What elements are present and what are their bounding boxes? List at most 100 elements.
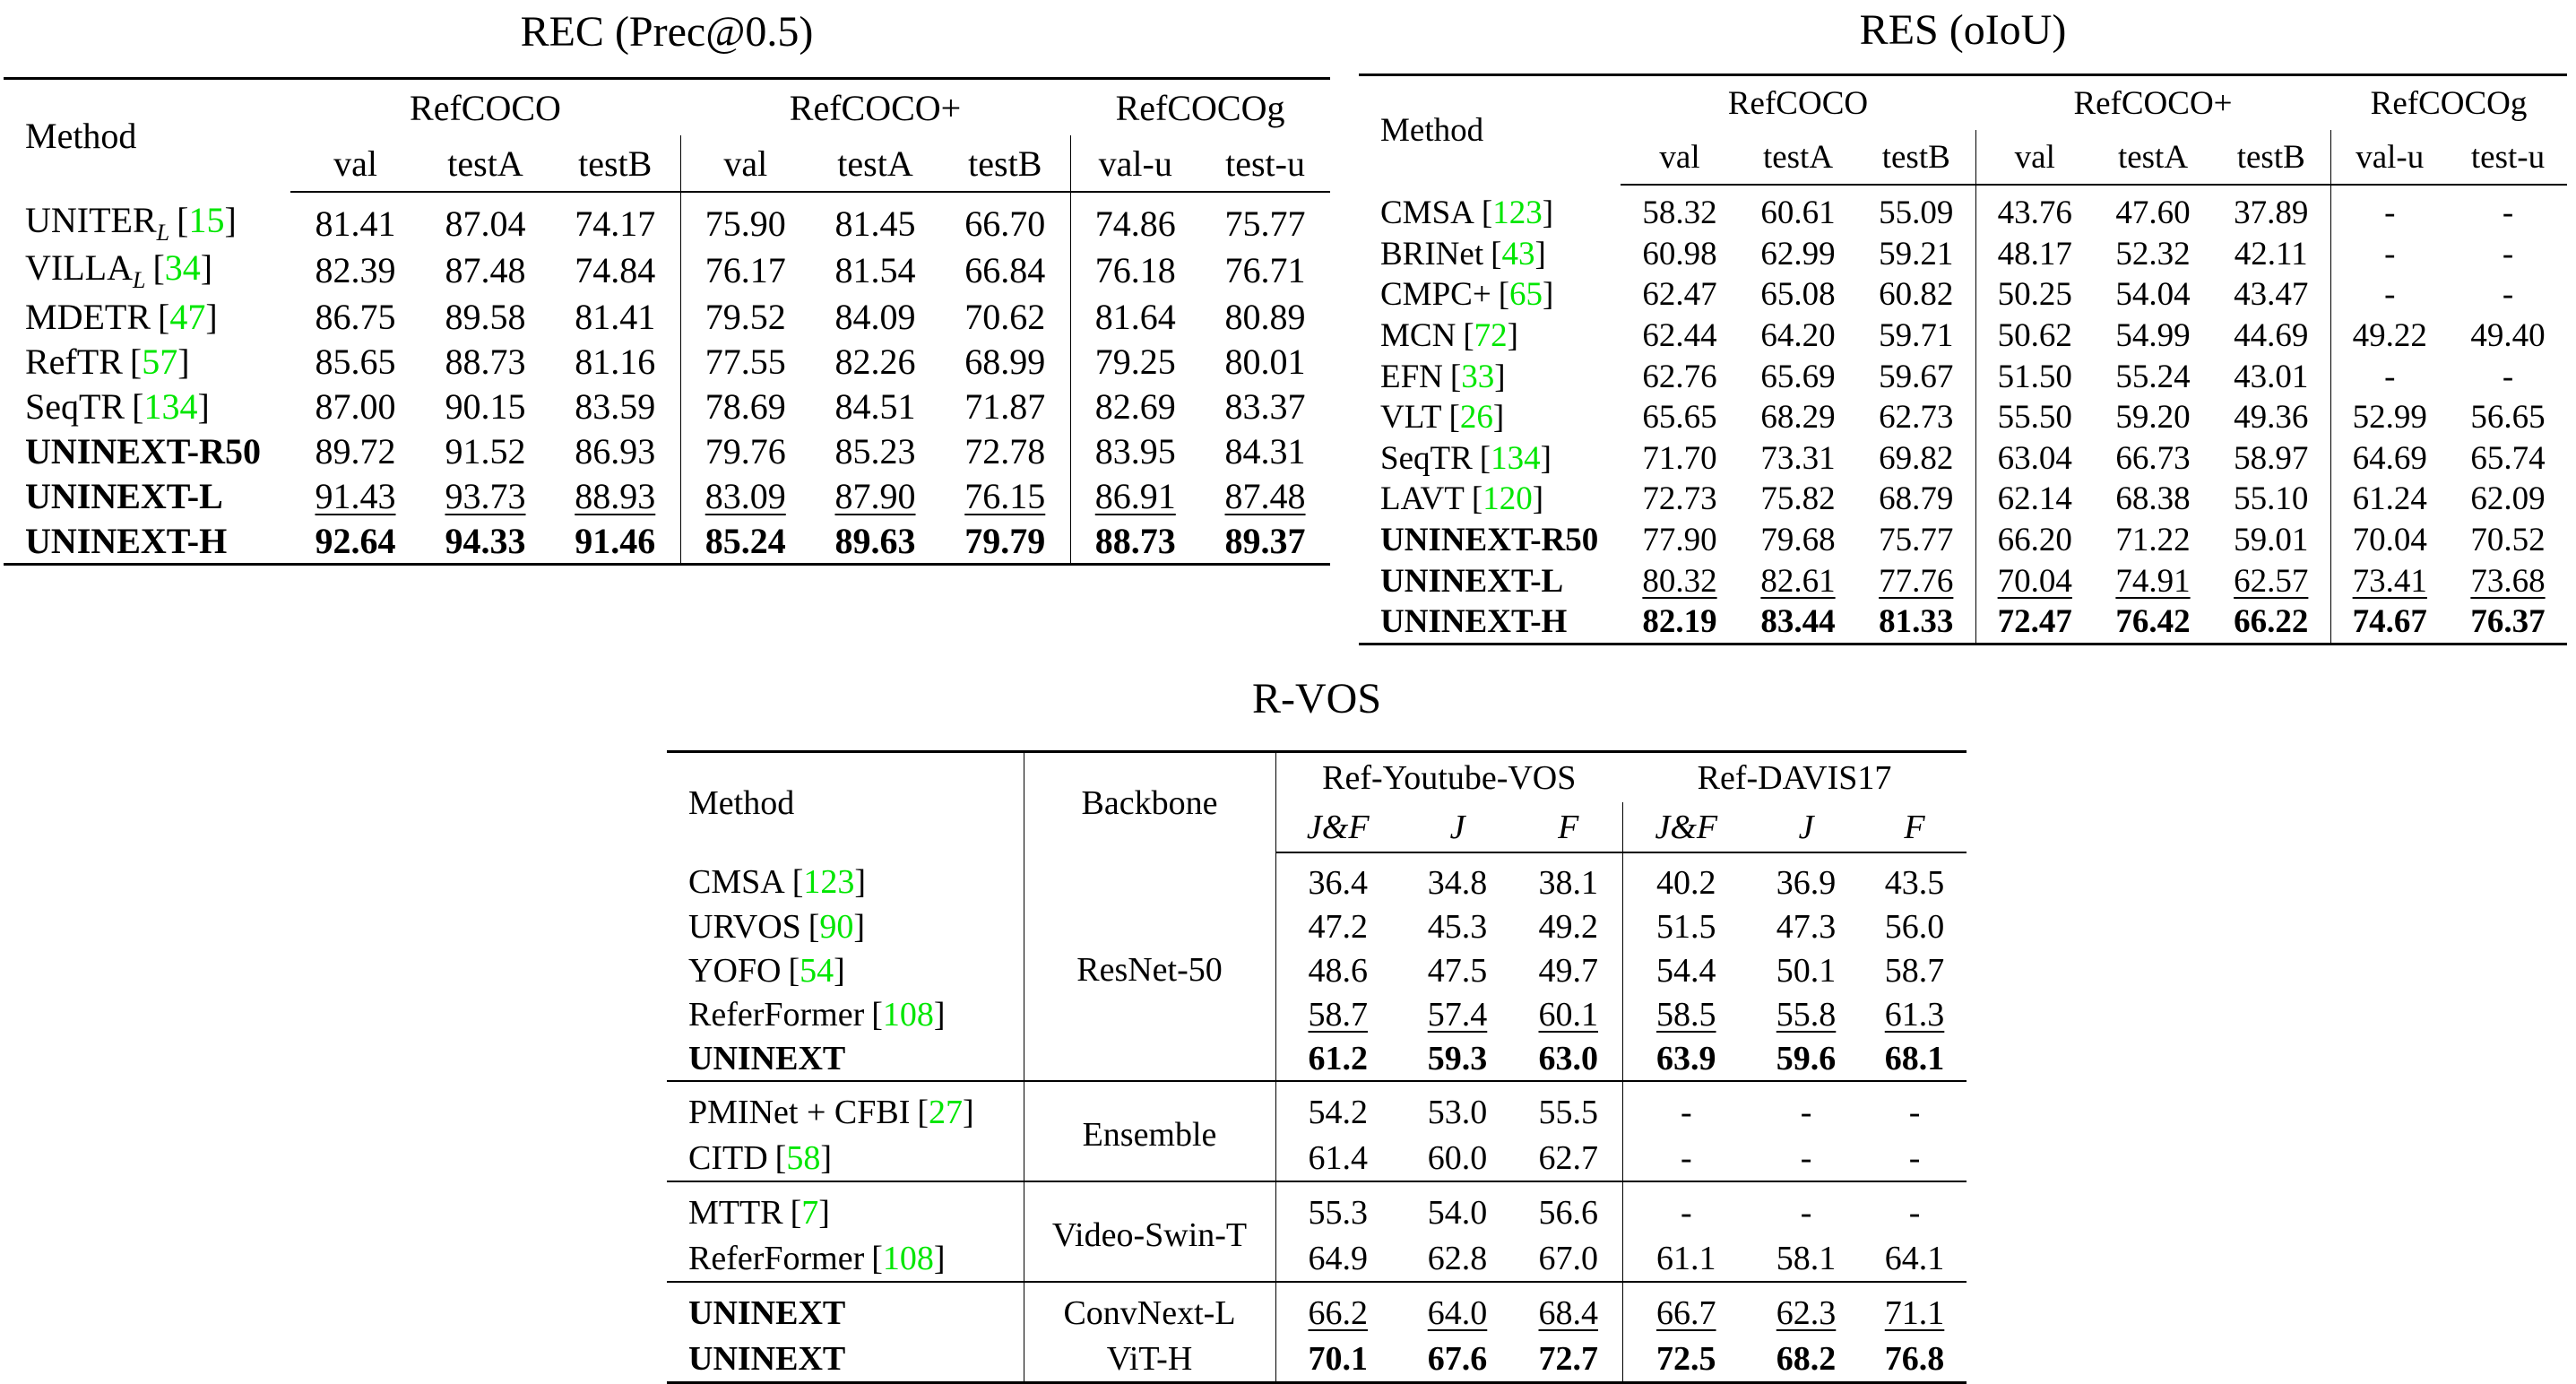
value: 74.17 [575, 203, 656, 244]
value: 72.73 [1642, 480, 1717, 518]
value-cell: 62.09 [2449, 479, 2567, 520]
value: 48.17 [1997, 235, 2072, 272]
method-cell: UNINEXT-L [1359, 560, 1621, 601]
value-cell: 45.3 [1400, 904, 1515, 948]
value-cell: 42.11 [2212, 234, 2330, 275]
value-cell: 76.42 [2094, 601, 2212, 644]
value: 52.99 [2352, 399, 2427, 437]
value: 68.99 [964, 341, 1046, 382]
metric-header: F [1863, 802, 1967, 853]
value: 92.64 [315, 520, 396, 561]
value-cell: 49.7 [1515, 948, 1622, 992]
value: 83.95 [1094, 430, 1176, 471]
value-cell: 79.25 [1069, 339, 1201, 385]
value: - [1680, 1093, 1692, 1131]
value: 76.37 [2470, 603, 2546, 641]
value: 90.15 [445, 385, 526, 427]
value: 58.32 [1642, 195, 1717, 232]
value: 70.52 [2470, 522, 2546, 559]
value-cell: 49.2 [1515, 904, 1622, 948]
value: 37.89 [2234, 195, 2309, 232]
value: 54.4 [1656, 951, 1716, 990]
value: - [2384, 276, 2396, 314]
value-cell: 74.17 [550, 192, 680, 247]
value-cell: 82.39 [290, 247, 420, 294]
value-cell: - [1863, 1080, 1967, 1135]
table-row: UNITERL 15 81.41 87.04 74.17 75.90 81.45 66.70 7… [4, 192, 1330, 247]
value: 72.47 [1997, 603, 2072, 641]
value: 50.25 [1997, 276, 2072, 314]
value: - [1908, 1093, 1921, 1131]
method-cell: CMSA 123 [667, 852, 1024, 904]
method-header: Method [1380, 112, 1484, 149]
value: 84.31 [1224, 430, 1306, 471]
value: 83.09 [705, 475, 786, 516]
citation: 120 [1472, 480, 1543, 517]
dataset-group-header: RefCOCOg [2370, 84, 2528, 122]
value-cell: 82.26 [810, 339, 940, 384]
value-cell: 38.1 [1515, 852, 1622, 904]
value: 84.09 [834, 296, 916, 337]
value: 40.2 [1656, 863, 1716, 902]
table-row: CMSA 123 ResNet-50 36.4 34.8 38.1 40.2 36.9 43.5 [667, 852, 1967, 1081]
value-cell: 74.67 [2330, 601, 2449, 644]
citation: 108 [871, 1240, 945, 1277]
value: 36.4 [1308, 863, 1369, 902]
header-row-groups: Method RefCOCO RefCOCO+ RefCOCOg [1359, 75, 2567, 150]
value: 72.5 [1656, 1339, 1716, 1378]
value-cell: 55.8 [1750, 992, 1863, 1036]
dataset-group-header: RefCOCO+ [2073, 84, 2233, 122]
value-cell: 70.62 [940, 294, 1070, 339]
value: 64.69 [2352, 439, 2427, 477]
method-name: EFN [1380, 358, 1443, 395]
value-cell: 59.21 [1857, 234, 1975, 275]
value: 67.0 [1538, 1239, 1599, 1277]
value-cell: 70.04 [1975, 560, 2094, 601]
value-cell: 43.01 [2212, 356, 2330, 397]
value-cell: - [2330, 356, 2449, 397]
method-name: LAVT [1380, 480, 1465, 518]
method-name: URVOS [688, 907, 801, 946]
value-cell: 52.32 [2094, 234, 2212, 275]
value: 74.84 [575, 250, 656, 291]
citation-number: 65 [1509, 276, 1543, 314]
value-cell: 60.1 [1515, 992, 1622, 1036]
value-cell: 61.2 [1275, 1036, 1400, 1081]
value-cell: 76.37 [2449, 601, 2567, 644]
split-header: val [1621, 130, 1739, 186]
table-row: UNINEXT-R50 89.72 91.52 86.93 79.76 85.23 72.7… [4, 428, 1330, 474]
value-cell: 89.37 [1200, 518, 1330, 565]
method-cell: URVOS 90 [667, 904, 1024, 948]
method-cell: SeqTR 134 [1359, 438, 1621, 480]
method-name: ReferFormer [688, 995, 865, 1034]
split-header: testA [810, 135, 940, 193]
method-cell: BRINet 43 [1359, 234, 1621, 275]
value-cell: 55.5 [1515, 1080, 1623, 1135]
value: 79.52 [705, 296, 786, 337]
citation-number: 15 [188, 200, 225, 240]
value-cell: 44.69 [2212, 316, 2330, 357]
value-cell: 58.32 [1621, 185, 1739, 234]
method-name: SeqTR [1380, 439, 1473, 477]
value: 65.08 [1760, 276, 1836, 314]
method-name: MCN [1380, 317, 1457, 355]
value-cell: 62.57 [2212, 560, 2330, 601]
method-name: MTTR [688, 1193, 783, 1232]
value-cell: 62.14 [1975, 479, 2094, 520]
table-row: URVOS 90 47.2 45.3 49.2 51.5 47.3 56.0 [667, 904, 1967, 948]
citation: 26 [1449, 399, 1505, 436]
value-cell: 61.3 [1863, 992, 1967, 1036]
value: 78.69 [705, 385, 786, 427]
value-cell: - [1750, 1181, 1863, 1235]
backbone-cell: ConvNext-L [1023, 1281, 1275, 1336]
value-cell: 71.70 [1621, 438, 1739, 480]
value: 88.73 [1094, 520, 1176, 561]
value: 75.90 [705, 203, 786, 244]
value-cell: 54.4 [1621, 948, 1750, 992]
value-cell: 83.09 [679, 473, 810, 519]
value-cell: 83.44 [1739, 601, 1857, 644]
value-cell: 36.4 [1275, 852, 1400, 904]
table-row: MTTR 7 Video-Swin-T 55.3 54.0 56.6 - - - [667, 1181, 1967, 1282]
method-cell: SeqTR 134 [4, 384, 290, 428]
value-cell: 83.95 [1069, 428, 1201, 474]
